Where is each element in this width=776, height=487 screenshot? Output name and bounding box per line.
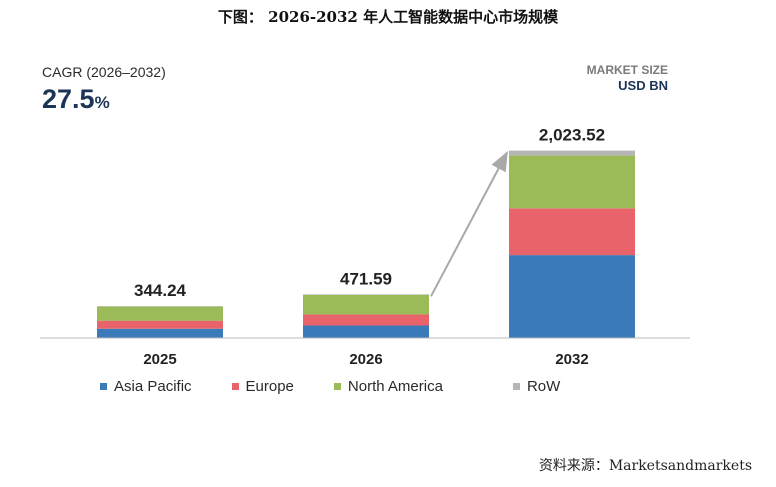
legend: Asia Pacific Europe North America RoW <box>100 378 560 395</box>
x-tick-label-2032: 2032 <box>555 351 588 368</box>
x-tick-label-2025: 2025 <box>143 351 176 368</box>
total-label-2026: 471.59 <box>340 269 392 288</box>
chart-title: 下图： 2026-2032 年人工智能数据中心市场规模 <box>217 8 559 26</box>
cagr-number: 27.5 <box>42 84 95 114</box>
bar-segment-europe-2026 <box>303 314 429 326</box>
bar-segment-europe-2032 <box>509 208 635 256</box>
bar-segment-asia-pacific-2032 <box>509 255 635 338</box>
bar-segment-north-america-2026 <box>303 294 429 315</box>
legend-swatch <box>100 383 107 390</box>
legend-label: North America <box>347 378 443 395</box>
market-size-unit: USD BN <box>618 78 668 93</box>
bar-segment-asia-pacific-2025 <box>97 328 223 338</box>
x-tick-label-2026: 2026 <box>349 351 382 368</box>
legend-item-asia-pacific: Asia Pacific <box>100 378 192 395</box>
source-note: 资料来源：Marketsandmarkets <box>538 458 752 474</box>
cagr-unit: % <box>94 93 110 112</box>
legend-item-europe: Europe <box>231 378 294 395</box>
bar-segment-row-2032 <box>509 150 635 156</box>
legend-swatch <box>231 383 239 390</box>
total-label-2025: 344.24 <box>134 281 187 300</box>
cagr-value: 27.5% <box>42 84 110 115</box>
legend-item-row: RoW <box>512 378 561 395</box>
legend-item-north-america: North America <box>333 378 443 395</box>
legend-swatch <box>333 383 341 390</box>
legend-swatch <box>512 383 520 390</box>
bar-segment-row-2026 <box>303 294 429 295</box>
cagr-label: CAGR (2026–2032) <box>42 64 166 80</box>
bar-segment-north-america-2032 <box>509 155 635 209</box>
total-label-2032: 2,023.52 <box>539 126 605 145</box>
legend-label: Europe <box>245 378 294 395</box>
growth-arrow <box>430 150 508 297</box>
bar-segment-north-america-2025 <box>97 306 223 321</box>
market-size-label: MARKET SIZE <box>586 63 668 77</box>
legend-label: Asia Pacific <box>114 378 192 395</box>
bar-segment-asia-pacific-2026 <box>303 325 429 338</box>
bar-segment-europe-2025 <box>97 320 223 329</box>
legend-label: RoW <box>526 378 561 395</box>
